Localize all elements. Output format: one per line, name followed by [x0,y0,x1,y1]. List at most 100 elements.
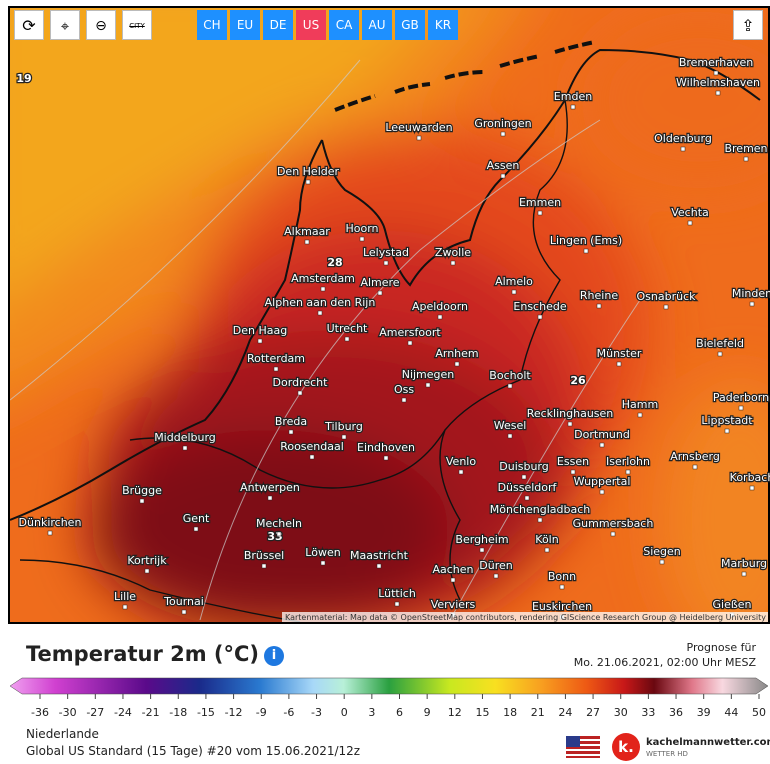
city-label: Bremen [724,142,767,155]
colorbar-tick-label: 15 [475,706,489,719]
city-label: Emden [554,90,592,103]
city-marker [715,90,721,96]
colorbar-tick-label: -24 [114,706,132,719]
city-marker [454,361,460,367]
colorbar-tick-label: -18 [169,706,187,719]
city-marker [139,498,145,504]
info-button[interactable]: i [264,646,284,666]
city-marker [663,304,669,310]
city-marker [537,210,543,216]
city-marker [320,286,326,292]
colorbar-tick-label: 9 [424,706,431,719]
city-marker [376,563,382,569]
city-marker [741,571,747,577]
city-label: Almere [360,276,399,289]
city-marker [524,495,530,501]
city-label: Aachen [432,563,473,576]
city-label: Assen [487,159,520,172]
city-label: Alkmaar [284,225,330,238]
share-button[interactable]: ⇪ [733,10,763,40]
city-label: Nijmegen [402,368,455,381]
forecast-time: Mo. 21.06.2021, 02:00 Uhr MESZ [573,656,756,669]
city-label: Kortrijk [127,554,167,567]
city-label: Marburg [721,557,767,570]
city-label: Amersfoort [379,326,441,339]
region-button[interactable]: CA [329,10,359,40]
region-button[interactable]: EU [230,10,260,40]
region-button[interactable]: KR [428,10,458,40]
colorbar-tick-label: 50 [752,706,766,719]
attribution: Kartenmaterial: Map data © OpenStreetMap… [285,613,766,622]
city-marker [193,526,199,532]
region-button[interactable]: GB [395,10,425,40]
city-marker [680,146,686,152]
city-marker [383,455,389,461]
brand-sub: WETTER HD [646,750,688,758]
city-label: Breda [275,415,307,428]
city-label: Recklinghausen [527,407,614,420]
city-marker [596,303,602,309]
city-label: Wilhelmshaven [676,76,760,89]
isotherm-label: 28 [327,256,342,269]
city-marker [309,454,315,460]
city-marker [570,469,576,475]
city-button[interactable]: CITY [122,10,152,40]
city-label: Brüssel [244,549,284,562]
city-label: Bonn [548,570,576,583]
city-label: Löwen [305,546,340,559]
city-marker [450,577,456,583]
city-marker [257,338,263,344]
colorbar-tick-label: -6 [283,706,294,719]
city-label: Münster [597,347,642,360]
city-marker [713,70,719,76]
city-label: Paderborn [713,391,769,404]
colorbar-tick-label: -27 [86,706,104,719]
city-marker [610,531,616,537]
city-label: Gent [183,512,210,525]
city-marker [738,405,744,411]
colorbar: -36 -30 -27 -24 -21 -18 -15 -12 -9 -6 -3 0 3 6 9 12 15 18… [9,677,769,719]
region-button[interactable]: CH [197,10,227,40]
city-label: Tournai [163,595,204,608]
colorbar-tick-label: 21 [531,706,545,719]
zoom-out-button[interactable]: ⊖ [86,10,116,40]
city-marker [625,469,631,475]
city-label: Vechta [671,206,709,219]
city-marker [537,314,543,320]
city-label: Almelo [495,275,533,288]
forecast-label: Prognose für [686,641,757,654]
city-marker [559,584,565,590]
city-label: Emmen [519,196,561,209]
city-marker [304,239,310,245]
temperature-field [8,6,770,624]
city-marker [724,428,730,434]
colorbar-tick-label: 30 [614,706,628,719]
region-name: Niederlande [26,727,99,741]
colorbar-tick-label: 0 [341,706,348,719]
colorbar-tick-label: -36 [31,706,49,719]
region-button[interactable]: US [296,10,326,40]
city-label: Rheine [580,289,618,302]
city-marker [493,573,499,579]
city-marker [182,445,188,451]
city-label: Gießen [712,598,751,611]
city-marker [122,604,128,610]
region-button[interactable]: AU [362,10,392,40]
city-label: Köln [535,533,558,546]
city-label: Düsseldorf [498,481,558,494]
city-label: Mönchengladbach [490,503,590,516]
city-marker [181,609,187,615]
locate-button[interactable]: ⌖ [50,10,80,40]
city-marker [521,474,527,480]
city-marker [570,104,576,110]
attribution-bg [282,612,768,622]
city-marker [687,220,693,226]
city-label: Dordrecht [273,376,329,389]
region-button[interactable]: DE [263,10,293,40]
map: 19282633BremerhavenWilhelmshavenEmdenLee… [8,6,770,624]
city-label: Den Helder [277,165,340,178]
colorbar-tick-label: 33 [641,706,655,719]
refresh-button[interactable]: ⟳ [14,10,44,40]
city-label: Zwolle [435,246,471,259]
us-flag [566,736,600,758]
